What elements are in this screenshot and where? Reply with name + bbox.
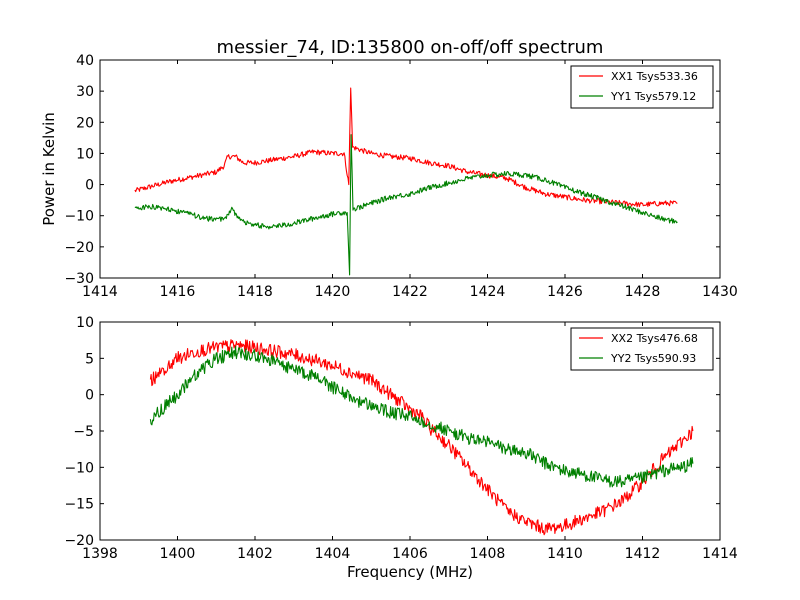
y-tick-label: −10 (64, 209, 94, 225)
y-tick-label: 40 (76, 53, 94, 69)
y-tick-label: −30 (64, 271, 94, 287)
x-tick-label: 1414 (702, 546, 738, 562)
x-tick-label: 1412 (625, 546, 661, 562)
y-tick-label: 0 (85, 178, 94, 194)
x-tick-label: 1406 (392, 546, 428, 562)
legend: XX2 Tsys476.68 YY2 Tsys590.93 (570, 327, 714, 371)
y-tick-label: 30 (76, 84, 94, 100)
series-line-xx1 (134, 87, 678, 208)
x-tick-label: 1422 (392, 284, 428, 300)
x-tick-label: 1420 (315, 284, 351, 300)
x-tick-label: 1402 (237, 546, 273, 562)
x-tick-label: 1400 (160, 546, 196, 562)
y-tick-label: −20 (64, 240, 94, 256)
bottom-spectrum-panel: 1398 1400 1402 1404 1406 1408 1410 1412 1414 −20 −… (64, 315, 737, 562)
legend-label: XX1 Tsys533.36 (611, 70, 698, 83)
series-line-yy1 (134, 134, 678, 276)
y-tick-label: −10 (64, 460, 94, 476)
x-tick-label: 1416 (160, 284, 196, 300)
y-tick-label: −20 (64, 533, 94, 549)
series-line-yy2 (149, 345, 694, 488)
x-tick-label: 1408 (470, 546, 506, 562)
x-tick-label: 1414 (82, 284, 118, 300)
x-tick-label: 1428 (625, 284, 661, 300)
y-tick-label: 5 (85, 351, 94, 367)
legend-box (570, 65, 714, 109)
x-tick-label: 1424 (470, 284, 506, 300)
y-axis-label: Power in Kelvin (40, 112, 58, 226)
legend-box (570, 327, 714, 371)
x-tick-label: 1426 (547, 284, 583, 300)
x-tick-label: 1410 (547, 546, 583, 562)
x-tick-label: 1418 (237, 284, 273, 300)
x-tick-label: 1404 (315, 546, 351, 562)
legend-label: YY1 Tsys579.12 (610, 90, 696, 103)
top-spectrum-panel: 1414 1416 1418 1420 1422 1424 1426 1428 1430 −30 −… (64, 53, 737, 300)
legend-label: YY2 Tsys590.93 (610, 352, 696, 365)
legend: XX1 Tsys533.36 YY1 Tsys579.12 (570, 65, 714, 109)
y-tick-label: −5 (73, 424, 94, 440)
y-tick-label: −15 (64, 497, 94, 513)
x-axis-label: Frequency (MHz) (347, 563, 473, 581)
x-tick-label: 1430 (702, 284, 738, 300)
y-tick-label: 10 (76, 315, 94, 331)
legend-label: XX2 Tsys476.68 (611, 332, 698, 345)
y-tick-label: 10 (76, 146, 94, 162)
x-tick-label: 1398 (82, 546, 118, 562)
y-tick-label: 20 (76, 115, 94, 131)
y-tick-label: 0 (85, 388, 94, 404)
figure-title: messier_74, ID:135800 on-off/off spectru… (217, 37, 604, 58)
